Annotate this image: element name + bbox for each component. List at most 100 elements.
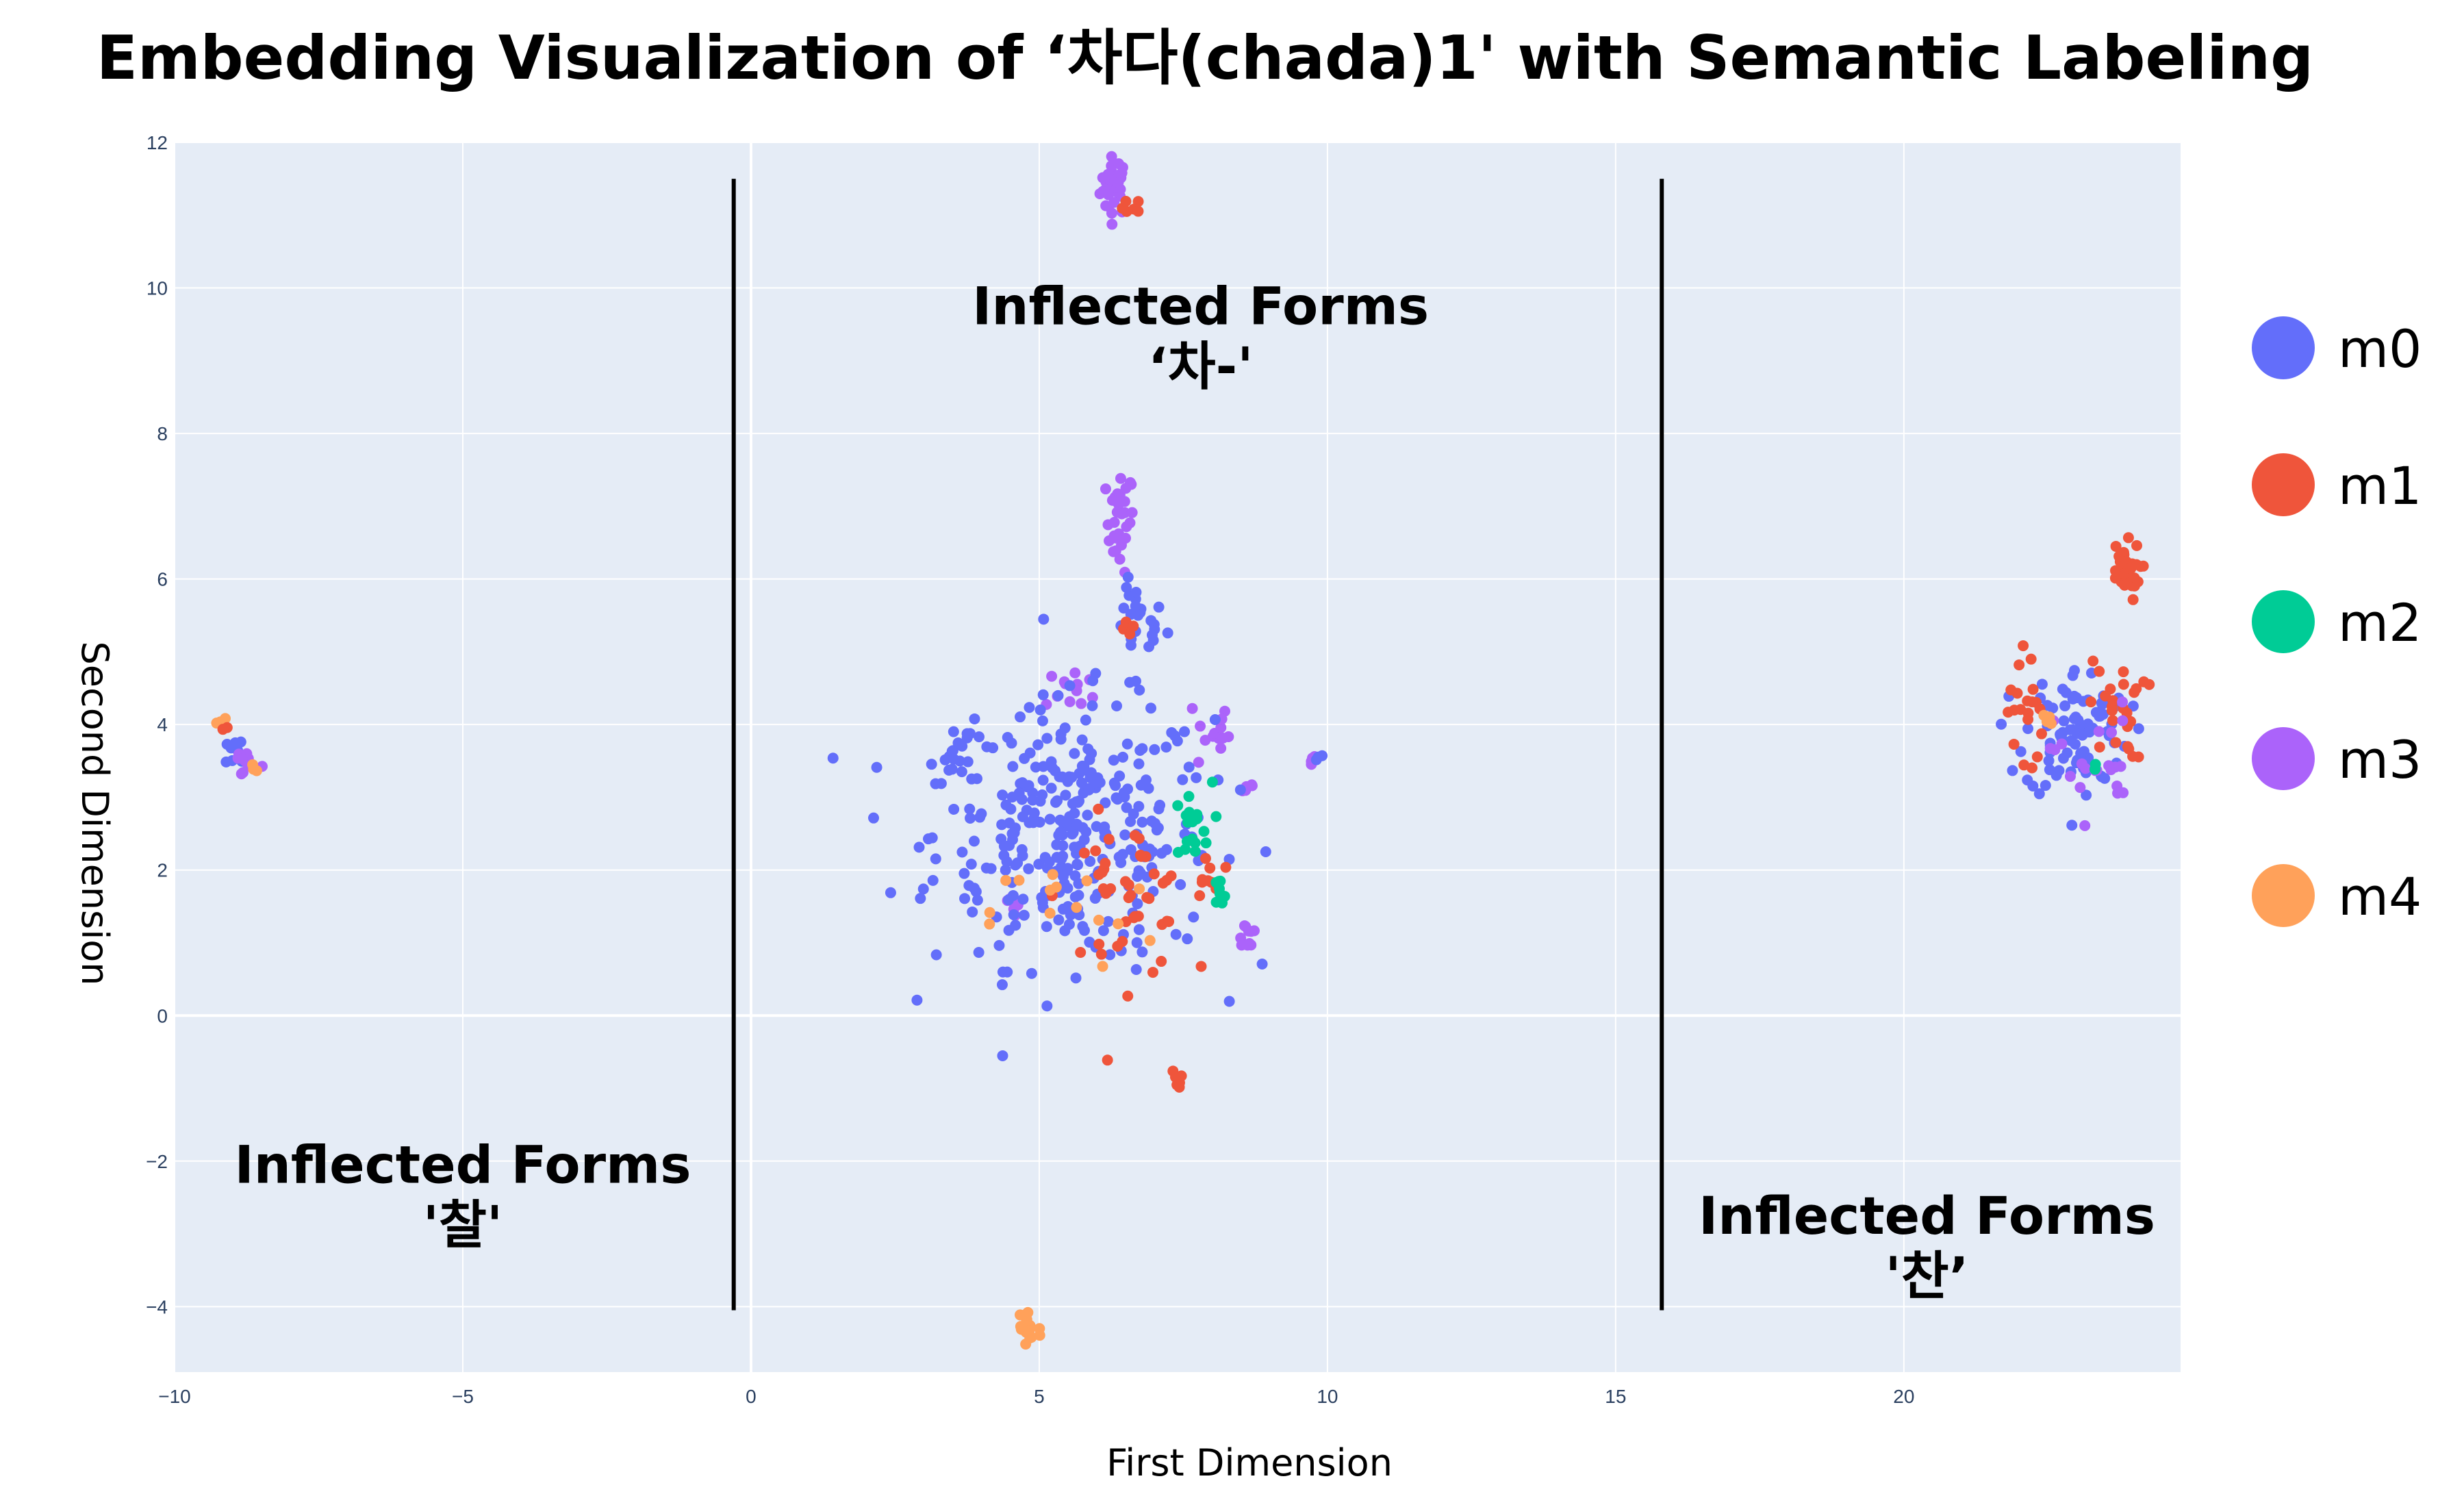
data-point-m0 [1118, 787, 1130, 798]
data-point-m3 [1109, 495, 1121, 507]
data-point-m4 [1044, 885, 1056, 896]
data-point-m1 [1093, 803, 1104, 815]
data-point-m0 [1026, 967, 1037, 979]
data-point-m2 [1206, 776, 1218, 788]
data-point-m0 [1162, 627, 1173, 639]
data-point-m1 [2107, 715, 2119, 726]
data-point-m1 [2122, 532, 2134, 544]
data-point-m0 [1000, 864, 1011, 876]
data-point-m1 [2008, 738, 2020, 750]
data-point-m0 [1024, 747, 1036, 759]
data-point-m3 [1126, 507, 1138, 518]
data-point-m0 [1090, 668, 1102, 679]
data-point-m4 [984, 918, 995, 930]
data-point-m1 [2127, 594, 2139, 605]
data-point-m0 [1082, 809, 1093, 821]
data-point-m0 [1062, 863, 1074, 874]
data-point-m0 [2096, 698, 2108, 710]
data-point-m0 [911, 994, 923, 1006]
data-point-m0 [1121, 802, 1132, 813]
data-point-m1 [2144, 679, 2155, 690]
x-tick-label: 20 [1893, 1386, 1914, 1407]
legend-item-m3[interactable]: m3 [2252, 727, 2422, 790]
y-tick-label: 10 [147, 278, 168, 299]
data-point-m0 [1052, 689, 1064, 701]
data-point-m0 [996, 819, 1008, 831]
data-point-m0 [998, 850, 1010, 861]
y-tick-label: 6 [157, 569, 168, 590]
data-point-m3 [1108, 516, 1120, 528]
data-point-m3 [2093, 726, 2105, 737]
data-point-m0 [1070, 796, 1082, 808]
data-point-m0 [868, 812, 880, 824]
data-point-m0 [1084, 937, 1095, 948]
data-point-m0 [2040, 780, 2051, 792]
data-point-m0 [1055, 733, 1067, 745]
data-point-m0 [2066, 820, 2078, 831]
data-point-m0 [1177, 774, 1189, 785]
data-point-m0 [1133, 758, 1145, 770]
data-point-m0 [959, 893, 971, 904]
data-point-m0 [915, 893, 926, 904]
data-point-m3 [1103, 189, 1115, 201]
data-point-m0 [1054, 826, 1066, 838]
data-point-m0 [1082, 743, 1094, 755]
data-point-m2 [1189, 846, 1201, 857]
legend-item-m0[interactable]: m0 [2252, 316, 2422, 379]
data-point-m4 [1071, 902, 1082, 913]
data-point-m0 [1024, 702, 1035, 713]
data-point-m0 [1062, 900, 1074, 912]
data-point-m0 [1008, 909, 1019, 920]
data-point-m1 [2110, 565, 2122, 577]
data-points [211, 151, 2155, 1350]
data-point-m1 [1123, 892, 1134, 904]
data-point-m0 [1083, 784, 1095, 796]
data-point-m0 [1064, 680, 1076, 692]
data-point-m1 [1163, 915, 1175, 927]
data-point-m1 [1093, 939, 1105, 950]
data-point-m0 [2055, 729, 2066, 740]
data-point-m0 [981, 741, 993, 752]
data-point-m0 [1119, 829, 1131, 841]
data-point-m0 [962, 756, 974, 768]
data-point-m0 [1007, 761, 1019, 772]
region-label-form: '찬’ [1885, 1245, 1969, 1306]
data-point-m0 [966, 773, 978, 785]
data-point-m2 [1180, 844, 1191, 855]
data-point-m0 [1002, 966, 1013, 978]
legend-item-m4[interactable]: m4 [2252, 864, 2422, 927]
data-point-m1 [1095, 948, 1107, 960]
data-point-m0 [1091, 821, 1102, 833]
data-point-m0 [1156, 848, 1167, 859]
legend-item-m2[interactable]: m2 [2252, 590, 2422, 653]
data-point-m2 [1184, 809, 1196, 821]
legend[interactable]: m0 m1 m2 m3 m4 [2252, 316, 2422, 927]
data-point-m1 [1220, 861, 1232, 873]
data-point-m0 [1150, 818, 1161, 829]
y-tick-label: 4 [157, 714, 168, 735]
legend-item-m1[interactable]: m1 [2252, 453, 2422, 516]
data-point-m3 [1236, 939, 1247, 951]
data-point-m4 [2046, 718, 2057, 729]
tick-labels: −10 −5 0 5 10 15 20 −4 −2 0 2 4 6 8 10 12 [146, 132, 1914, 1407]
data-point-m2 [1198, 826, 1210, 837]
data-point-m3 [236, 768, 247, 780]
data-point-m1 [1148, 868, 1160, 880]
x-tick-label: 5 [1034, 1386, 1045, 1407]
data-point-m3 [1119, 496, 1130, 507]
y-tick-label: 8 [157, 423, 168, 444]
data-point-m0 [1154, 800, 1166, 811]
region-label-title: Inflected Forms [1699, 1185, 2155, 1246]
chart-title: Embedding Visualization of ‘차다(chada)1' … [97, 23, 2313, 93]
data-point-m0 [1028, 817, 1039, 828]
data-point-m0 [1052, 795, 1063, 807]
data-point-m0 [1160, 742, 1172, 753]
data-point-m0 [1069, 807, 1080, 819]
data-point-m1 [2118, 679, 2129, 690]
data-point-m1 [1136, 850, 1147, 862]
data-point-m0 [996, 979, 1008, 991]
data-point-m0 [1092, 772, 1104, 783]
data-point-m1 [2018, 640, 2029, 652]
data-point-m0 [1043, 856, 1055, 868]
data-point-m0 [1117, 751, 1129, 763]
